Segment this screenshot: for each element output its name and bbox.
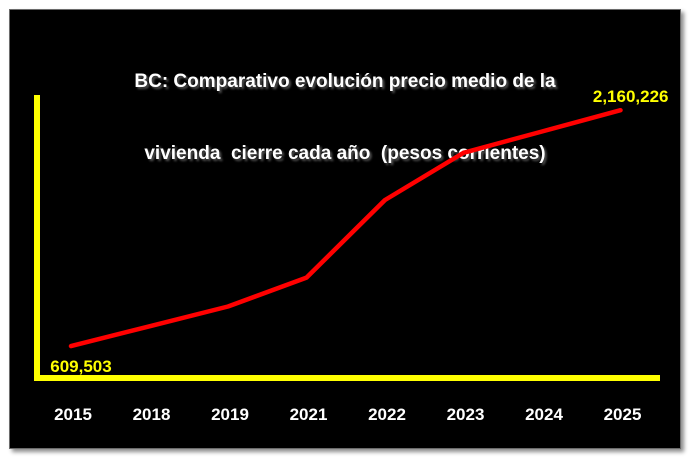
data-point [462,151,465,155]
chart-title: BC: Comparativo evolución precio medio d… [10,22,680,214]
data-point [383,198,387,202]
x-tick-label: 2022 [368,405,406,424]
chart-frame: BC: Comparativo evolución precio medio d… [9,9,681,449]
data-labels: 609,503 2,160,226 [50,87,668,376]
series-line-0 [68,107,623,349]
data-label: 609,503 [50,357,111,376]
data-point [226,304,230,308]
data-point [305,276,308,280]
line-chart: 2015 2018 2019 2021 2022 2023 2024 2025 609,503… [34,87,669,424]
data-label: 2,160,226 [593,87,669,106]
x-tick-label: 2023 [447,405,485,424]
chart-title-line-1: BC: Comparativo evolución precio medio d… [134,71,556,92]
chart-title-line-2: vivienda cierre cada año (pesos corrient… [144,143,546,164]
series-group [68,107,623,349]
x-tick-label: 2021 [290,405,328,424]
x-tick-label: 2025 [604,405,642,424]
x-tick-label: 2019 [211,405,249,424]
data-point [148,324,151,328]
x-tick-label: 2018 [133,405,171,424]
data-point [619,108,622,112]
x-tick-label: 2024 [525,405,563,424]
x-tick-labels: 2015 2018 2019 2021 2022 2023 2024 2025 [54,405,641,424]
x-tick-label: 2015 [54,405,92,424]
data-point [540,130,544,134]
data-point [69,344,73,348]
